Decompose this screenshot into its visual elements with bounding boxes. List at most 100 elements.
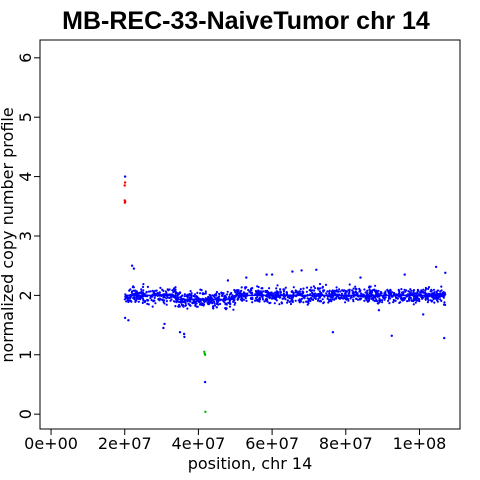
data-point-normal — [335, 290, 338, 293]
data-point-normal — [321, 298, 324, 301]
data-point-normal — [297, 292, 300, 295]
data-point-normal — [165, 303, 168, 306]
data-point-normal — [314, 297, 317, 300]
data-point-normal — [335, 286, 338, 289]
data-point-normal — [348, 283, 351, 286]
data-point-normal — [251, 301, 254, 304]
data-point-normal — [230, 295, 233, 298]
data-point-loss — [203, 350, 206, 353]
data-point-normal — [375, 300, 379, 303]
data-point-normal — [324, 283, 328, 286]
data-point-normal — [189, 290, 192, 293]
data-point-normal — [240, 289, 243, 292]
x-tick-label: 4e+07 — [172, 434, 226, 453]
data-point-normal — [434, 265, 438, 269]
data-point-normal — [196, 305, 199, 308]
data-point-normal — [232, 308, 235, 311]
data-point-normal — [226, 290, 229, 293]
data-point-normal — [213, 296, 216, 299]
data-point-normal — [236, 291, 239, 294]
data-point-normal — [412, 289, 415, 293]
data-point-normal — [377, 302, 380, 305]
data-point-normal — [290, 290, 293, 293]
data-point-normal — [223, 296, 226, 299]
data-point-normal — [354, 285, 357, 288]
data-point-normal — [212, 307, 215, 310]
data-point-normal — [173, 300, 176, 303]
y-tick-label: 4 — [16, 172, 35, 182]
data-point-normal — [437, 295, 441, 298]
data-point-normal — [269, 291, 272, 294]
data-point-normal — [362, 295, 365, 298]
data-point-normal — [153, 296, 156, 299]
data-point-normal — [368, 291, 371, 295]
data-point-normal — [190, 292, 193, 295]
data-point-normal — [170, 298, 173, 301]
data-point-normal — [132, 267, 136, 270]
data-point-normal — [409, 292, 412, 295]
data-point-normal — [218, 292, 221, 295]
data-point-normal — [340, 292, 344, 295]
data-point-normal — [211, 302, 214, 305]
data-point-normal — [327, 301, 330, 304]
data-point-normal — [339, 290, 342, 293]
data-point-normal — [288, 300, 291, 303]
data-point-normal — [443, 301, 446, 304]
data-point-normal — [174, 290, 177, 294]
data-point-normal — [224, 303, 227, 306]
data-point-normal — [433, 291, 436, 294]
data-point-normal — [221, 293, 224, 296]
data-point-normal — [164, 290, 167, 293]
data-point-normal — [398, 295, 401, 298]
data-point-normal — [279, 288, 282, 291]
data-point-normal — [232, 300, 235, 303]
data-point-normal — [217, 297, 220, 300]
y-tick-label: 2 — [16, 290, 35, 300]
data-point-normal — [436, 300, 439, 303]
data-point-normal — [233, 295, 236, 298]
data-point-normal — [174, 286, 177, 289]
data-point-normal — [197, 297, 200, 300]
data-point-normal — [315, 268, 318, 271]
data-point-normal — [277, 292, 280, 295]
data-point-normal — [200, 303, 203, 306]
data-point-normal — [345, 298, 348, 301]
data-point-normal — [393, 292, 396, 295]
data-point-normal — [387, 299, 390, 302]
data-point-normal — [147, 290, 151, 293]
data-point-normal — [381, 299, 384, 302]
data-point-normal — [273, 302, 276, 305]
data-point-normal — [294, 289, 297, 292]
data-point-normal — [165, 297, 168, 300]
data-point-normal — [378, 297, 381, 300]
data-point-normal — [265, 273, 268, 276]
data-point-normal — [231, 294, 234, 297]
data-point-normal — [192, 294, 195, 298]
data-point-normal — [194, 300, 197, 304]
data-point-normal — [226, 279, 230, 282]
data-point-normal — [381, 301, 384, 304]
data-point-normal — [388, 292, 391, 295]
data-point-normal — [250, 292, 254, 295]
data-point-normal — [178, 303, 181, 307]
data-point-normal — [202, 292, 205, 295]
data-point-normal — [407, 299, 411, 302]
data-point-normal — [306, 297, 309, 300]
data-point-normal — [172, 290, 175, 294]
data-point-normal — [286, 299, 289, 302]
data-point-normal — [215, 290, 219, 294]
data-point-normal — [204, 290, 207, 293]
data-point-normal — [292, 286, 295, 289]
data-point-normal — [244, 297, 247, 300]
data-point-normal — [265, 297, 268, 300]
data-point-normal — [149, 290, 152, 293]
data-point-normal — [213, 304, 217, 307]
data-point-normal — [284, 286, 287, 289]
data-point-normal — [318, 282, 322, 286]
data-point-normal — [280, 301, 283, 304]
data-point-normal — [282, 288, 285, 291]
data-point-normal — [299, 290, 302, 293]
data-point-normal — [215, 302, 218, 305]
data-point-normal — [196, 291, 199, 294]
data-point-normal — [341, 289, 344, 292]
